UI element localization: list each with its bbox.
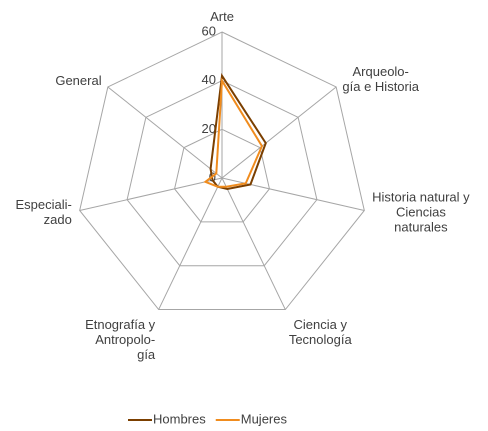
category-label: General [55,72,102,88]
grid-ring [79,31,365,311]
y-tick-label: 60 [202,23,216,38]
spoke [107,86,223,179]
category-label: Especiali- zado [15,197,72,228]
spoke [221,86,337,179]
y-tick-label: 20 [202,121,216,136]
legend-label: Hombres [153,411,206,426]
category-label: Arqueolo- gía e Historia [342,63,419,94]
grid-ring [126,80,318,267]
category-label: Arte [210,9,234,24]
y-tick-label: 40 [202,72,216,87]
category-label: Historia natural y Ciencias naturales [372,189,470,235]
legend-label: Mujeres [241,411,288,426]
category-label: Ciencia y Tecnología [288,316,352,347]
spoke [158,177,223,310]
spoke [79,177,223,211]
spoke [221,177,286,310]
series-line [209,72,267,190]
series-line [203,77,264,188]
category-label: Etnografía y Antropolo- gía [85,316,156,362]
